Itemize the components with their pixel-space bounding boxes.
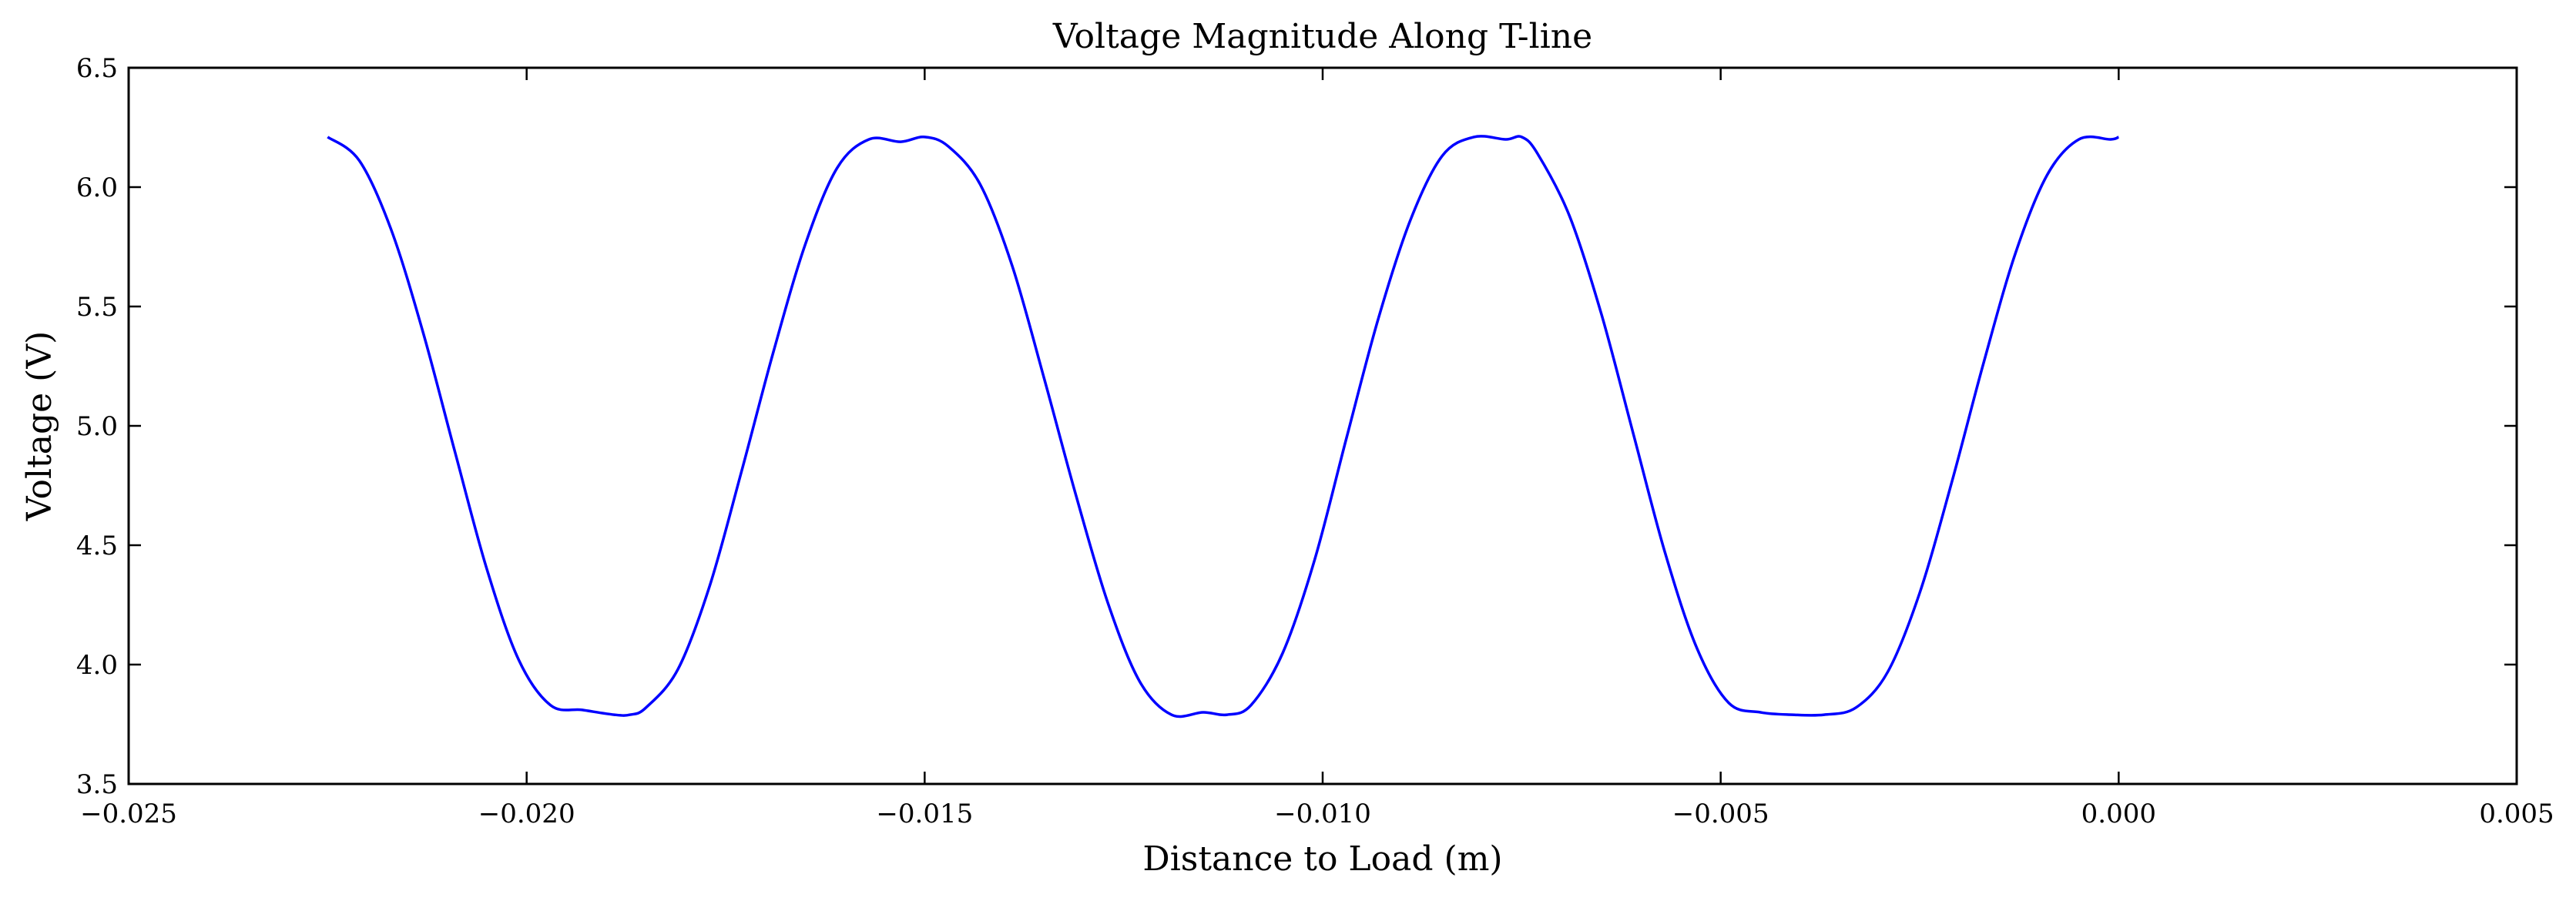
y-tick-label: 5.5 bbox=[76, 292, 118, 323]
chart-title: Voltage Magnitude Along T-line bbox=[1052, 17, 1592, 56]
y-tick-label: 6.5 bbox=[76, 53, 118, 84]
x-tick-label: 0.005 bbox=[2479, 799, 2554, 829]
y-axis-labels: 3.5 4.0 4.5 5.0 5.5 6.0 6.5 bbox=[76, 53, 118, 800]
x-axis-title: Distance to Load (m) bbox=[1142, 839, 1502, 879]
plot-frame bbox=[127, 66, 2518, 785]
y-tick-label: 4.5 bbox=[76, 531, 118, 561]
y-axis-title: Voltage (V) bbox=[20, 331, 59, 522]
series-line-voltage bbox=[327, 135, 2120, 718]
x-tick-label: −0.010 bbox=[1274, 799, 1371, 829]
y-tick-label: 5.0 bbox=[76, 411, 118, 442]
x-tick-label: −0.020 bbox=[478, 799, 575, 829]
axis-ticks bbox=[127, 66, 2518, 785]
x-tick-label: −0.015 bbox=[876, 799, 973, 829]
x-tick-label: 0.000 bbox=[2081, 799, 2156, 829]
x-tick-label: −0.025 bbox=[80, 799, 177, 829]
x-tick-label: −0.005 bbox=[1672, 799, 1769, 829]
y-tick-label: 3.5 bbox=[76, 769, 118, 800]
y-tick-label: 4.0 bbox=[76, 650, 118, 681]
x-axis-labels: −0.025 −0.020 −0.015 −0.010 −0.005 0.000 0.005 bbox=[80, 799, 2554, 829]
y-tick-label: 6.0 bbox=[76, 172, 118, 203]
